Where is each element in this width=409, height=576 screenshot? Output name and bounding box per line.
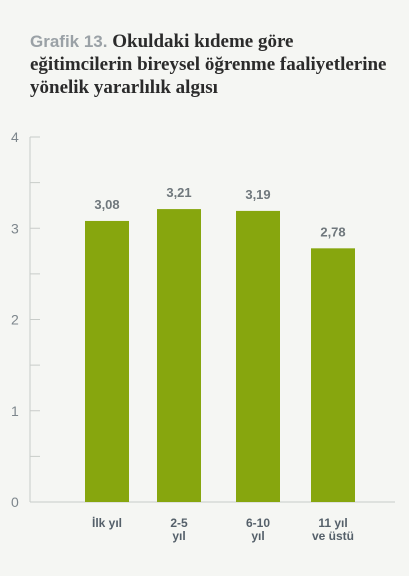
bar	[157, 209, 201, 502]
chart-title-text: Okuldaki kıdeme göre eğitimcilerin birey…	[30, 31, 387, 98]
bar-value-label: 3,08	[94, 197, 119, 212]
bar-value-label: 3,19	[245, 187, 270, 202]
y-tick-label: 4	[11, 129, 19, 145]
y-tick-label: 1	[11, 403, 19, 419]
bar	[236, 210, 280, 502]
x-category-label: 11 yıl	[318, 516, 347, 530]
x-category-label: 2-5	[170, 516, 188, 530]
bar-value-label: 3,21	[166, 185, 191, 200]
chart-title: Grafik 13. Okuldaki kıdeme göre eğitimci…	[30, 30, 390, 99]
y-tick-label: 0	[11, 494, 19, 510]
x-category-label: ve üstü	[312, 529, 354, 543]
chart-title-prefix: Grafik 13.	[30, 32, 108, 51]
x-category-label: yıl	[251, 529, 264, 543]
bar-value-label: 2,78	[320, 224, 345, 239]
x-category-label: 6-10	[246, 516, 270, 530]
x-category-label: İlk yıl	[92, 515, 122, 530]
x-category-label: yıl	[172, 529, 185, 543]
bar	[85, 220, 129, 502]
bar	[311, 248, 355, 502]
bar-layer	[85, 209, 355, 502]
y-tick-label: 2	[11, 312, 19, 328]
y-tick-label: 3	[11, 220, 19, 236]
